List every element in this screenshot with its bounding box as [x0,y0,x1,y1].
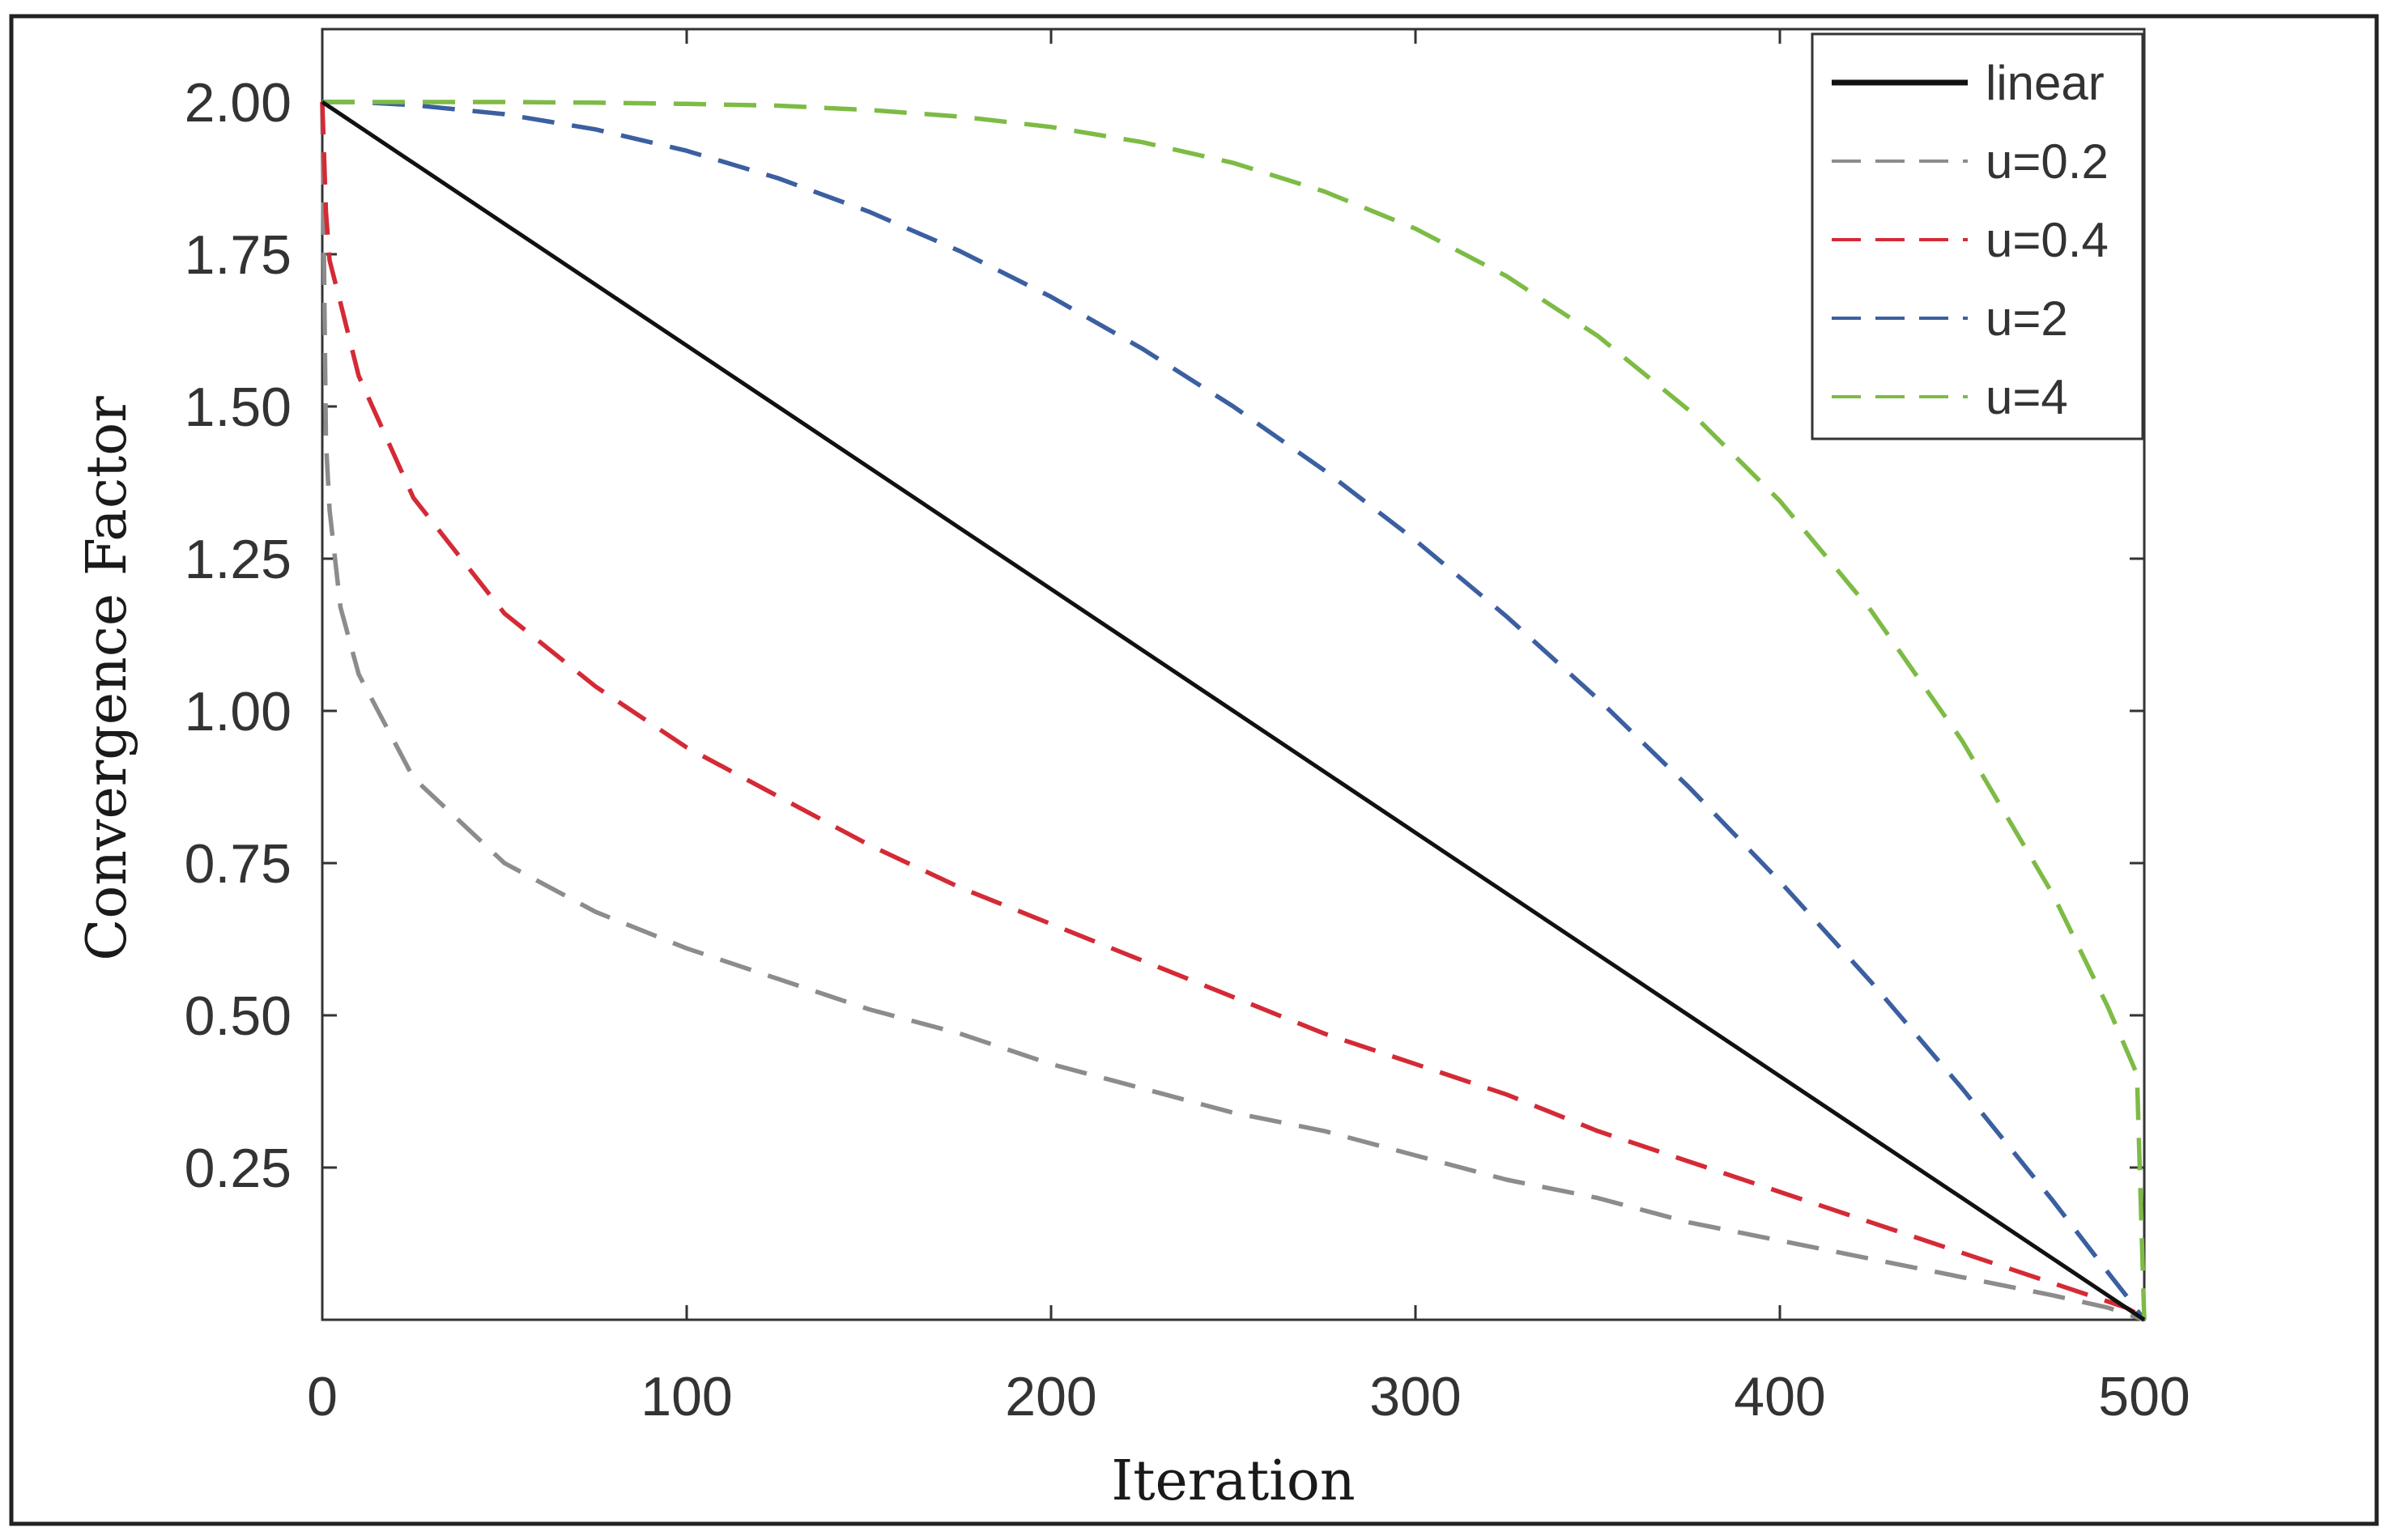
legend-label: u=0.2 [1986,134,2109,189]
y-tick-label: 1.00 [185,681,292,742]
y-tick-label: 2.00 [185,72,292,134]
y-tick-label: 0.50 [185,985,292,1047]
y-tick-label: 1.25 [185,529,292,590]
series-line-linear [321,100,2146,1322]
x-tick-label: 0 [307,1366,338,1427]
legend-label: u=4 [1986,370,2068,424]
y-tick-label: 1.50 [185,376,292,438]
x-tick-label: 300 [1369,1366,1461,1427]
y-axis-ticks: 0.25 0.50 0.75 1.00 1.25 1.50 1.75 2.00 [185,72,2144,1199]
y-tick-label: 0.25 [185,1138,292,1199]
x-axis-title: Iteration [1111,1449,1355,1513]
series-line-u-0-2 [320,101,2145,1322]
legend-label: linear [1986,56,2105,110]
x-tick-label: 200 [1005,1366,1096,1427]
series-line-u-0-4 [320,101,2146,1322]
series-lines [320,100,2147,1322]
legend-box [1811,32,2144,440]
series-line-u-4 [322,100,2147,1321]
y-tick-label: 1.75 [185,224,292,286]
legend-label: u=2 [1986,291,2068,346]
x-tick-label: 500 [2098,1366,2190,1427]
x-tick-label: 400 [1734,1366,1825,1427]
x-tick-label: 100 [641,1366,732,1427]
legend-label: u=0.4 [1986,213,2109,267]
x-axis-ticks: 0 100 200 300 400 500 [307,29,2190,1427]
y-axis-title: Convergence Factor [75,396,139,961]
y-tick-label: 0.75 [185,833,292,895]
legend: linear u=0.2 u=0.4 u=2 u=4 [1811,32,2144,440]
